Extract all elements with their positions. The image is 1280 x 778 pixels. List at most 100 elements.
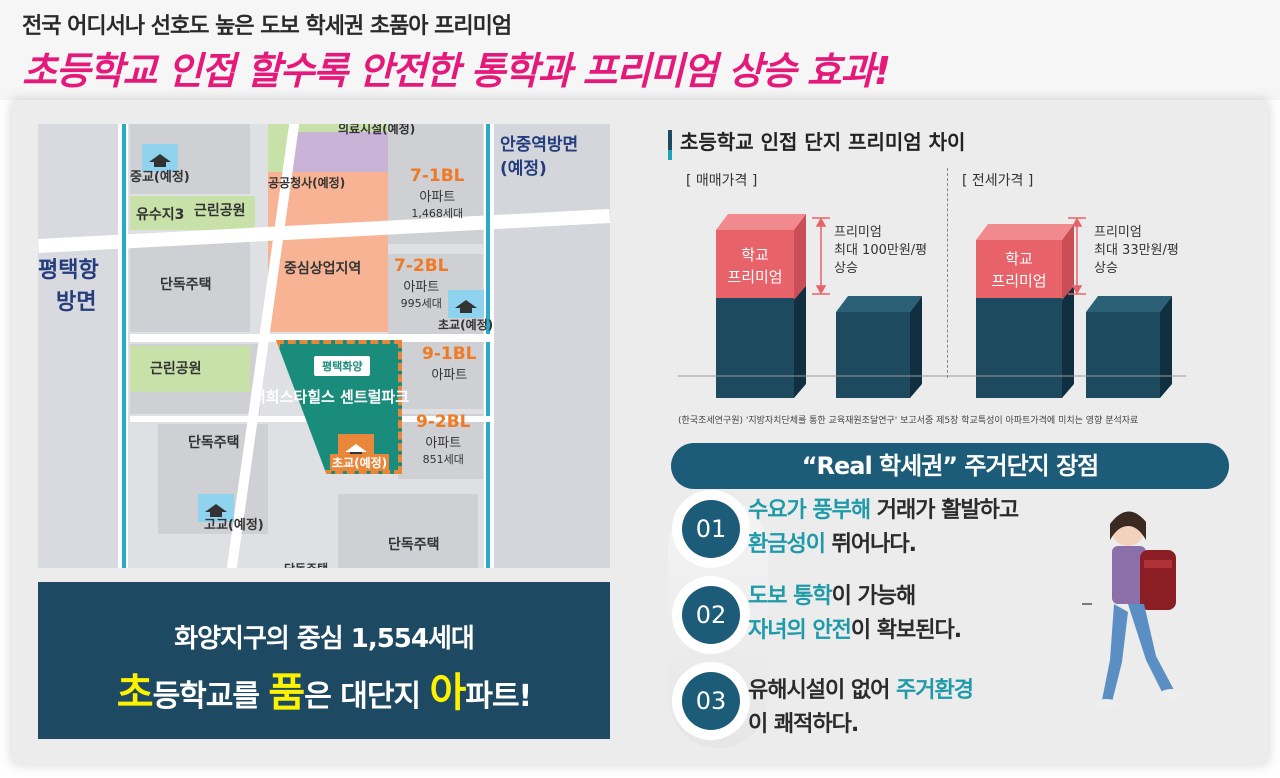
map-label-middle-school: 중교(예정) bbox=[130, 170, 190, 185]
advantage-text: 유해시설이 없어 bbox=[748, 678, 896, 703]
map-block bbox=[130, 242, 250, 332]
road bbox=[130, 334, 490, 342]
map-label-house3: 단독주택 bbox=[388, 537, 440, 553]
map-block bbox=[398, 339, 483, 409]
advantage-highlight: 환금성이 bbox=[748, 532, 826, 557]
premium-line: 최대 100만원/평 bbox=[834, 243, 928, 258]
chart-title-marker bbox=[668, 130, 672, 150]
river-line bbox=[486, 124, 490, 568]
premium-line: 최대 33만원/평 bbox=[1094, 243, 1179, 258]
map-label-commercial: 중심상업지역 bbox=[284, 261, 362, 277]
map-label-direction: 방면 bbox=[56, 290, 97, 315]
advantage-highlight: 수요가 풍부해 bbox=[748, 498, 871, 523]
block-units: 851세대 bbox=[422, 453, 464, 466]
block-type: 아파트 bbox=[425, 436, 462, 451]
school-icon bbox=[142, 144, 178, 172]
advantage-highlight: 도보 통학 bbox=[748, 584, 833, 609]
map-label-medical: 의료시설(예정) bbox=[338, 124, 416, 136]
advantage-item-1: 수요가 풍부해 거래가 활발하고 환금성이 뛰어나다. bbox=[748, 494, 1019, 562]
caption-highlight: 품 bbox=[268, 670, 305, 716]
group-label-jeonse: [ 전세가격 ] bbox=[962, 173, 1034, 189]
map-label-park1: 근린공원 bbox=[194, 203, 246, 219]
advantage-number: 01 bbox=[682, 500, 740, 558]
chart-title-accent bbox=[668, 150, 672, 160]
bar-label-text: 학교 프리미엄 bbox=[727, 246, 783, 286]
map-label-house4: 단독주택 bbox=[284, 560, 328, 568]
premium-line: 프리미엄 bbox=[834, 225, 882, 240]
schoolchild-illustration bbox=[1082, 511, 1184, 709]
caption-text: 은 대단지 bbox=[304, 679, 430, 714]
block-name: 9-1BL bbox=[422, 344, 477, 364]
school-icon bbox=[198, 494, 234, 522]
advantage-text: 뛰어나다. bbox=[824, 532, 917, 557]
site-name: 서희스타힐스 센트럴파크 bbox=[252, 388, 410, 406]
source-note: (한국조세연구원) '지방자치단체를 통한 교육재원조달연구' 보고서중 제5장… bbox=[678, 416, 1139, 426]
map-caption: 화양지구의 중심 1,554세대 초등학교를 품은 대단지 아파트! bbox=[38, 582, 610, 739]
block-name: 7-2BL bbox=[394, 256, 449, 276]
bar-label-jeonse: 학교 프리미엄 bbox=[976, 248, 1062, 292]
advantage-number: 02 bbox=[682, 586, 740, 644]
apt-block-7-1: 7-1BL 아파트 1,468세대 bbox=[410, 166, 465, 221]
advantage-text: 이 쾌적하다. bbox=[748, 712, 859, 737]
advantage-text: 거래가 활발하고 bbox=[870, 498, 1019, 523]
map-block bbox=[493, 124, 610, 568]
map-label-park2: 근린공원 bbox=[150, 361, 202, 377]
block-type: 아파트 bbox=[431, 368, 468, 383]
premium-text-jeonse: 프리미엄 최대 33만원/평 상승 bbox=[1094, 224, 1179, 278]
advantage-highlight: 자녀의 안전 bbox=[748, 618, 852, 643]
map-label-public-office: 공공청사(예정) bbox=[268, 176, 346, 190]
park-area bbox=[130, 346, 250, 392]
advantage-text: 이 가능해 bbox=[831, 584, 917, 609]
group-label-sale: [ 매매가격 ] bbox=[686, 173, 758, 189]
caption-line1: 화양지구의 중심 1,554세대 bbox=[174, 624, 475, 654]
advantage-text: 이 확보된다. bbox=[850, 618, 962, 643]
advantages-title: “Real 학세권” 주거단지 장점 bbox=[671, 443, 1229, 489]
premium-line: 상승 bbox=[834, 261, 858, 276]
map-block bbox=[338, 494, 478, 568]
apt-block-7-2: 7-2BL 아파트 995세대 bbox=[394, 256, 449, 311]
bar-label-sale: 학교 프리미엄 bbox=[716, 244, 794, 288]
park-area bbox=[130, 196, 255, 230]
map-label-yusuji: 유수지3 bbox=[136, 207, 185, 223]
chart-title: 초등학교 인접 단지 프리미엄 차이 bbox=[680, 130, 966, 154]
header-subtitle: 전국 어디서나 선호도 높은 도보 학세권 초품아 프리미엄 bbox=[22, 14, 512, 39]
premium-line: 프리미엄 bbox=[1094, 225, 1142, 240]
block-units: 995세대 bbox=[400, 297, 442, 310]
advantage-number: 03 bbox=[682, 672, 740, 730]
header-title: 초등학교 인접 할수록 안전한 통학과 프리미엄 상승 효과! bbox=[22, 49, 891, 93]
map-label-elementary1: 초교(예정) bbox=[438, 318, 494, 332]
caption-highlight: 아 bbox=[429, 670, 467, 716]
river-line bbox=[122, 124, 126, 568]
block-name: 9-2BL bbox=[416, 412, 471, 432]
apt-block-9-1: 9-1BL 아파트 bbox=[422, 344, 477, 383]
caption-text: 등학교를 bbox=[152, 679, 269, 714]
block-type: 아파트 bbox=[419, 190, 456, 205]
advantage-item-2: 도보 통학이 가능해 자녀의 안전이 확보된다. bbox=[748, 580, 962, 648]
map-label-anjung: 안중역방면 bbox=[500, 135, 579, 155]
block-units: 1,468세대 bbox=[411, 207, 464, 220]
apt-block-9-2: 9-2BL 아파트 851세대 bbox=[416, 412, 471, 467]
map-label-house1: 단독주택 bbox=[160, 277, 212, 293]
map-label-pyeongtaek-port: 평택항 bbox=[38, 258, 99, 283]
header-area: 전국 어디서나 선호도 높은 도보 학세권 초품아 프리미엄 초등학교 인접 할… bbox=[0, 0, 1280, 100]
bar-label-text: 학교 프리미엄 bbox=[991, 250, 1047, 290]
block-type: 아파트 bbox=[403, 280, 440, 295]
map-label-elementary2: 초교(예정) bbox=[330, 454, 390, 471]
premium-text-sale: 프리미엄 최대 100만원/평 상승 bbox=[834, 224, 927, 278]
premium-line: 상승 bbox=[1094, 261, 1118, 276]
map-block bbox=[38, 124, 118, 568]
caption-line2: 초등학교를 품은 대단지 아파트! bbox=[38, 660, 610, 718]
advantage-item-3: 유해시설이 없어 주거환경 이 쾌적하다. bbox=[748, 674, 974, 742]
map-label-high-school: 고교(예정) bbox=[204, 518, 264, 533]
advantage-highlight: 주거환경 bbox=[896, 678, 974, 703]
caption-text: 파트! bbox=[465, 679, 532, 714]
site-badge: 평택화양 bbox=[314, 356, 371, 376]
caption-highlight: 초 bbox=[116, 670, 154, 716]
group-divider bbox=[947, 168, 949, 378]
location-map: 평택화양 서희스타힐스 센트럴파크 의료시설(예정) 중교(예정) 공공청사(예… bbox=[38, 124, 610, 568]
school-icon bbox=[448, 290, 484, 318]
map-block bbox=[398, 414, 483, 479]
map-label-anjung-sub: (예정) bbox=[500, 159, 547, 179]
map-label-house2: 단독주택 bbox=[188, 435, 240, 451]
block-name: 7-1BL bbox=[410, 166, 465, 186]
